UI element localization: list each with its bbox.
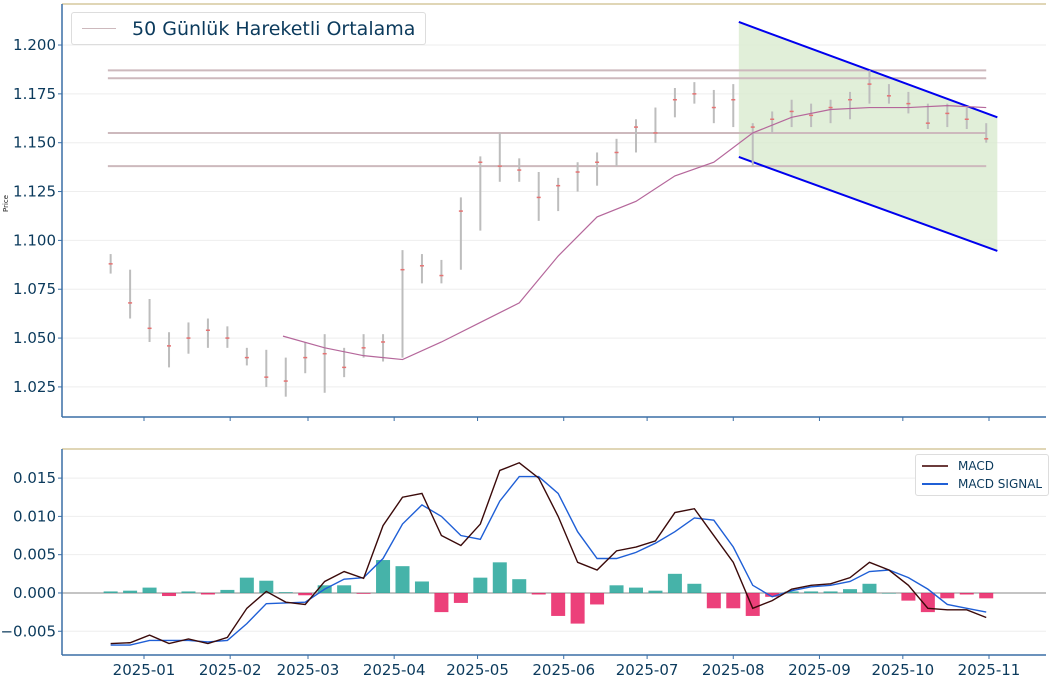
histogram-bar [823,591,838,593]
histogram-bar [512,579,527,593]
y-tick-label: 0.010 [13,507,56,525]
histogram-bar [687,583,702,593]
histogram-bar [181,591,196,593]
histogram-bar [648,590,663,593]
x-tick-label: 2025-11 [958,661,1021,678]
macd-signal-line [110,475,987,646]
macd-line [110,461,987,645]
x-tick-label: 2025-08 [702,661,765,678]
y-tick-label: 1.175 [13,85,56,103]
macd-legend-swatch [922,465,948,467]
price-panel: 1.025 1.050 1.075 1.100 1.125 1.150 1.175 1.200 [13,3,1046,421]
y-tick-label: 1.200 [13,36,56,54]
signal-legend-entry: MACD SIGNAL [922,475,1042,493]
x-tick-label: 2025-07 [616,661,679,678]
macd-legend: MACD MACD SIGNAL [915,454,1050,496]
y-tick-label: −0.005 [0,622,56,640]
y-tick-label: 0.005 [13,546,56,564]
histogram-bar [959,592,974,595]
histogram-bar [103,591,118,593]
histogram-bar [551,592,566,616]
histogram-bar [298,592,313,596]
histogram-bar [434,592,449,613]
histogram-bar [901,592,916,601]
histogram-bar [843,589,858,593]
histogram-bar [706,592,721,609]
x-tick-label: 2025-05 [446,661,509,678]
x-tick-label: 2025-06 [532,661,595,678]
y-tick-label: 0.015 [13,469,56,487]
histogram-bar [804,591,819,593]
histogram-bar [726,592,741,609]
histogram-bar [239,577,254,593]
signal-legend-label: MACD SIGNAL [958,477,1043,491]
ma-legend-label: 50 Günlük Hareketli Ortalama [132,17,416,40]
histogram-bar [376,560,391,593]
histogram-bar [453,592,468,603]
y-tick-label: 1.050 [13,329,56,347]
histogram-bar [940,592,955,599]
ma-legend-swatch [82,28,116,29]
macd-legend-label: MACD [958,459,994,473]
y-tick-label: 1.125 [13,183,56,201]
histogram-bar [590,592,605,605]
histogram-bar [278,592,293,593]
histogram-bar [473,577,488,593]
histogram-bar [862,583,877,593]
histogram-bar [979,592,994,599]
histogram-bar [570,592,585,624]
histogram-bar [123,590,138,593]
histogram-bar [667,573,682,593]
y-tick-label: 1.075 [13,280,56,298]
y-tick-label: 0.000 [13,584,56,602]
histogram-bar [784,591,799,593]
histogram-bar [356,592,371,594]
x-tick-label: 2025-03 [277,661,340,678]
histogram-bar [609,585,624,593]
x-tick-label: 2025-10 [871,661,934,678]
histogram-bar [162,592,177,597]
channel-upper-line [738,21,998,119]
histogram-bar [531,592,546,595]
x-tick-label: 2025-02 [199,661,262,678]
signal-legend-swatch [922,483,948,485]
y-tick-label: 1.150 [13,134,56,152]
price-axis-label: Price [2,194,10,212]
histogram-bar [492,562,507,593]
channel-lower-line [738,156,998,252]
histogram-bar [765,592,780,597]
channel-fill [738,21,998,251]
histogram-bar [220,589,235,593]
macd-panel: −0.005 0.000 0.005 0.010 0.015 2025-01 2025-02… [0,448,1046,678]
histogram-bar [337,585,352,593]
moving-average-line [282,104,987,361]
x-tick-label: 2025-09 [788,661,851,678]
y-tick-label: 1.100 [13,231,56,249]
x-tick-label: 2025-01 [113,661,176,678]
macd-legend-entry: MACD [922,457,1042,475]
histogram-bar [920,592,935,613]
histogram-bar [414,581,429,593]
histogram-bar [200,592,215,595]
price-legend: 50 Günlük Hareketli Ortalama [71,12,427,45]
histogram-bar [142,587,157,593]
y-tick-label: 1.025 [13,378,56,396]
x-tick-label: 2025-04 [363,661,426,678]
histogram-bar [881,592,896,594]
histogram-bar [395,566,410,593]
histogram-bar [259,580,274,593]
histogram-bar [628,587,643,593]
